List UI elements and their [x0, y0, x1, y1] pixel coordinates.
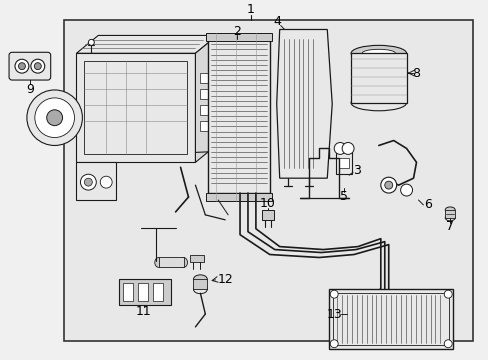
Text: 13: 13 [325, 307, 342, 320]
Ellipse shape [193, 285, 207, 294]
Text: 11: 11 [136, 305, 151, 318]
Circle shape [47, 110, 62, 126]
Bar [84, 61, 187, 154]
FancyBboxPatch shape [9, 52, 51, 80]
Ellipse shape [179, 257, 187, 267]
Bar [159, 257, 183, 267]
Circle shape [19, 63, 25, 69]
Bar [336, 152, 351, 174]
Text: 1: 1 [246, 3, 254, 16]
Ellipse shape [350, 95, 406, 111]
Bar [350, 53, 406, 103]
Text: 5: 5 [340, 189, 347, 203]
Text: 9: 9 [26, 84, 34, 96]
Ellipse shape [362, 49, 395, 57]
Bar [76, 53, 195, 162]
Circle shape [329, 290, 338, 298]
Text: 2: 2 [233, 25, 241, 38]
Circle shape [27, 90, 82, 145]
Bar [200, 121, 212, 131]
Bar [200, 89, 212, 99]
Circle shape [400, 184, 412, 196]
Bar [206, 33, 271, 41]
Circle shape [15, 59, 29, 73]
Text: 12: 12 [217, 273, 233, 286]
Circle shape [80, 174, 96, 190]
Circle shape [35, 98, 74, 138]
Bar [190, 255, 204, 262]
Circle shape [84, 178, 92, 186]
Bar [138, 283, 147, 301]
Bar [332, 293, 448, 345]
Bar [261, 210, 273, 220]
Circle shape [443, 290, 451, 298]
Bar [63, 19, 472, 341]
Text: 7: 7 [445, 220, 453, 233]
Circle shape [34, 63, 41, 69]
Text: 8: 8 [412, 67, 420, 80]
Bar [339, 158, 348, 168]
Bar [208, 39, 269, 193]
Text: 4: 4 [273, 15, 281, 28]
Text: 10: 10 [259, 198, 275, 211]
Circle shape [100, 176, 112, 188]
Bar [445, 210, 454, 218]
Circle shape [88, 39, 94, 45]
Polygon shape [76, 35, 217, 53]
Circle shape [31, 59, 45, 73]
Bar [200, 105, 212, 115]
Text: 3: 3 [352, 164, 360, 177]
Circle shape [329, 340, 338, 348]
Ellipse shape [445, 207, 454, 213]
Circle shape [443, 340, 451, 348]
Polygon shape [195, 35, 217, 162]
Ellipse shape [193, 275, 207, 284]
Circle shape [384, 181, 392, 189]
Bar [119, 279, 170, 305]
Bar [206, 193, 271, 201]
Bar [76, 162, 116, 200]
Bar [200, 73, 212, 83]
Bar [152, 283, 163, 301]
Circle shape [380, 177, 396, 193]
Ellipse shape [155, 257, 163, 267]
Bar [328, 289, 452, 349]
Circle shape [342, 143, 353, 154]
Ellipse shape [350, 45, 406, 61]
Circle shape [333, 143, 346, 154]
Ellipse shape [445, 215, 454, 221]
Polygon shape [276, 30, 331, 178]
Bar [123, 283, 133, 301]
Bar [193, 279, 207, 289]
Text: 6: 6 [424, 198, 431, 211]
